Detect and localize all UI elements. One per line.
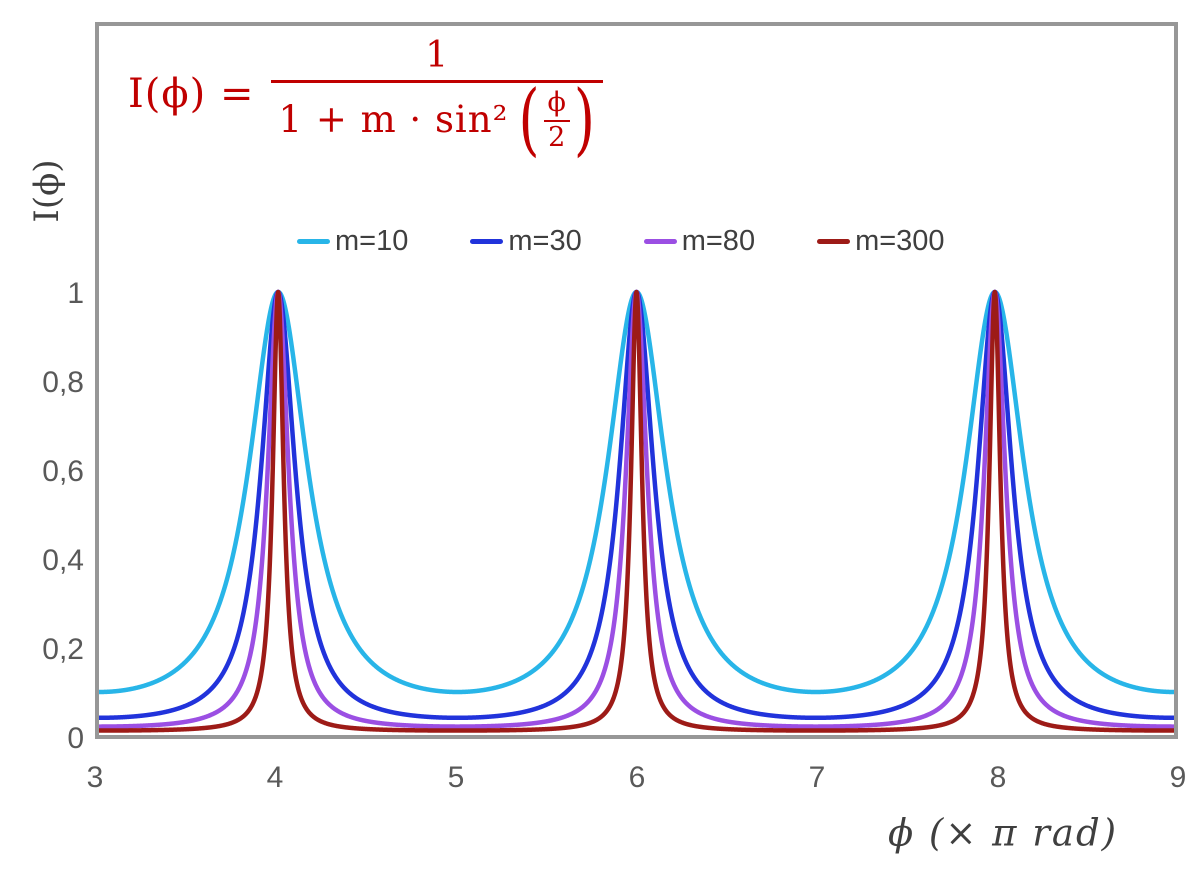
x-tick-label-8: 8 <box>989 761 1007 794</box>
formula-fraction: 1 1 + m · sin² ( ϕ 2 ) <box>270 34 603 163</box>
legend-line-swatch-m80 <box>643 238 677 244</box>
phi-over-2-fraction: ϕ 2 <box>543 87 570 153</box>
legend-line-swatch-m30 <box>470 238 504 244</box>
y-tick-label-0_2: 0,2 <box>42 633 84 666</box>
legend-label-m80: m=80 <box>681 224 756 257</box>
formula-lhs: I(ϕ) = <box>128 70 255 117</box>
intensity-curves <box>99 289 1174 733</box>
legend-entry-m10: m=10 <box>297 224 408 258</box>
open-paren: ( <box>518 73 540 165</box>
legend-entry-m30: m=30 <box>470 224 582 258</box>
x-tick-label-7: 7 <box>808 761 826 794</box>
legend-entry-m300: m=300 <box>817 224 945 258</box>
legend-label-m10: m=10 <box>335 224 409 257</box>
x-tick-label-5: 5 <box>447 761 465 794</box>
legend: m=10 m=30 m=80 m=300 <box>297 224 945 258</box>
x-tick-label-6: 6 <box>628 761 646 794</box>
legend-line-swatch-m300 <box>817 238 851 244</box>
x-tick-label-9: 9 <box>1169 761 1187 794</box>
legend-label-m300: m=300 <box>855 224 945 257</box>
x-tick-label-4: 4 <box>266 761 284 794</box>
y-tick-label-0: 0 <box>67 722 84 755</box>
y-tick-label-0_6: 0,6 <box>42 455 84 488</box>
y-tick-label-0_8: 0,8 <box>42 366 84 399</box>
formula-annotation: I(ϕ) = 1 1 + m · sin² ( ϕ 2 ) <box>128 34 603 163</box>
plot-area <box>95 22 1178 739</box>
legend-entry-m80: m=80 <box>643 224 756 258</box>
formula-denominator: 1 + m · sin² ( ϕ 2 ) <box>270 76 603 163</box>
legend-label-m30: m=30 <box>508 224 582 257</box>
y-axis-title: I(ϕ) <box>27 159 67 223</box>
phi-symbol: ϕ <box>543 87 570 122</box>
legend-line-swatch-m10 <box>297 238 330 244</box>
x-tick-label-3: 3 <box>86 761 104 794</box>
close-paren: ) <box>573 73 595 165</box>
denominator-2: 2 <box>548 122 566 153</box>
y-tick-label-1: 1 <box>67 277 84 310</box>
x-axis-title: ϕ (× π rad) <box>887 811 1119 855</box>
formula-numerator: 1 <box>425 35 449 76</box>
y-tick-label-0_4: 0,4 <box>42 544 84 577</box>
formula-denominator-text: 1 + m · sin² <box>278 98 509 141</box>
